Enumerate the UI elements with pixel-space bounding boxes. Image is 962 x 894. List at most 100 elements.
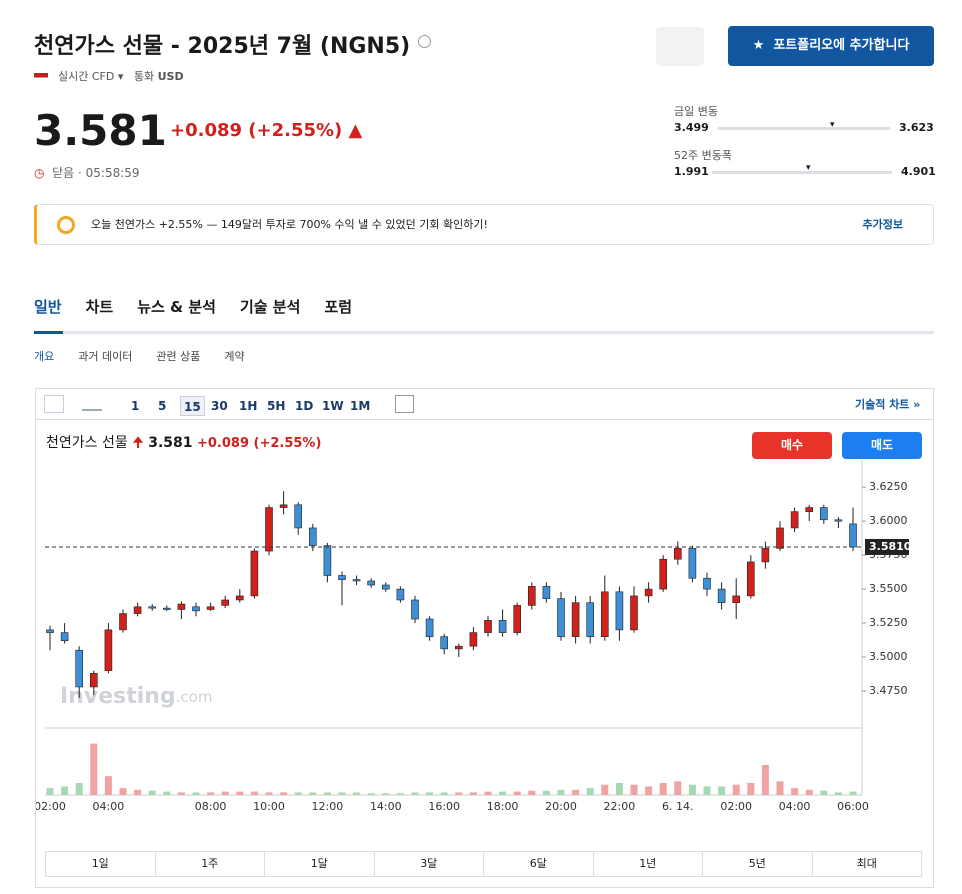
last-price-box — [865, 538, 909, 555]
volume-bar — [601, 784, 609, 795]
candle-body — [425, 618, 434, 637]
add-portfolio-label: 포트폴리오에 추가합니다 — [773, 38, 910, 53]
interval[interactable]: 30 — [211, 399, 228, 413]
period[interactable]: 5년 — [703, 852, 813, 876]
candle-body — [236, 595, 244, 601]
promo-banner[interactable]: 오늘 천연가스 +2.55% — 149달러 투자로 700% 수익 낼 수 있… — [34, 204, 934, 245]
tab[interactable]: 기술 분석 — [239, 298, 301, 316]
x-tick-label: 04:00 — [779, 800, 811, 813]
interval[interactable]: 5H — [267, 399, 286, 413]
x-tick-label: 22:00 — [604, 800, 636, 813]
interval[interactable]: 1D — [295, 399, 314, 413]
candle-body — [600, 591, 609, 637]
interval[interactable]: 1M — [350, 399, 371, 413]
volume-bar — [761, 765, 769, 795]
tab[interactable]: 뉴스 & 분석 — [137, 298, 216, 316]
last-price-label: 3.5810 — [869, 540, 912, 553]
chart: Investing.com 3.4750 3.5000 3.5250 3.5500 3.… — [36, 460, 912, 813]
subtabs: 개요 과거 데이터 관련 상품 계약 — [34, 348, 245, 364]
tab[interactable]: 차트 — [85, 298, 114, 316]
banner-link[interactable]: 추가정보 — [862, 218, 903, 231]
watermark: Investing.com — [60, 684, 212, 709]
alert-button[interactable] — [656, 27, 704, 66]
period[interactable]: 1년 — [594, 852, 703, 876]
subtab[interactable]: 계약 — [224, 350, 245, 363]
y-tick-label: 3.5000 — [869, 650, 908, 663]
period[interactable]: 1주 — [156, 852, 265, 876]
period[interactable]: 3달 — [375, 852, 484, 876]
candle-body — [834, 519, 843, 522]
interval[interactable]: 15 — [180, 396, 205, 416]
sell-button[interactable]: 매도 — [842, 432, 922, 459]
area-icon[interactable] — [82, 397, 102, 411]
x-tick-label: 02:00 — [720, 800, 752, 813]
range-low: 1.991 — [674, 165, 709, 178]
subtab[interactable]: 개요 — [34, 350, 55, 363]
buy-button[interactable]: 매수 — [752, 432, 832, 459]
candle-body — [630, 595, 638, 631]
layout-icon[interactable] — [395, 395, 414, 413]
price: 3.581 — [34, 106, 167, 155]
candle-body — [265, 507, 273, 552]
x-tick-label: 14:00 — [370, 800, 402, 813]
y-tick-label: 3.5250 — [869, 616, 908, 629]
y-tick-label: 3.6250 — [869, 480, 908, 493]
candle-body — [542, 586, 551, 599]
volume-bar — [177, 792, 185, 795]
chart-legend: 천연가스 선물 🠉 3.581 +0.089 (+2.55%) — [46, 435, 322, 451]
candle-body — [805, 507, 814, 512]
volume-bar — [718, 786, 726, 795]
x-tick-label: 16:00 — [428, 800, 460, 813]
technical-link[interactable]: 기술적 차트 » — [855, 398, 921, 411]
interval[interactable]: 1H — [239, 399, 258, 413]
legend-name: 천연가스 선물 — [46, 435, 128, 451]
volume-bar — [75, 783, 83, 795]
period[interactable]: 1일 — [46, 852, 156, 876]
interval[interactable]: 5 — [158, 399, 167, 413]
candle-body — [659, 558, 668, 590]
candle-body — [250, 550, 259, 597]
subtab[interactable]: 관련 상품 — [156, 350, 201, 363]
range-high: 4.901 — [901, 165, 936, 178]
interval[interactable]: 1 — [131, 399, 140, 413]
candle-body — [527, 586, 536, 606]
candle-body — [206, 606, 215, 610]
range-marker: ▾ — [806, 163, 811, 173]
candle-body — [673, 548, 682, 560]
candle-body — [104, 629, 113, 671]
candle-body — [133, 606, 142, 614]
candle-body — [615, 591, 624, 631]
info-icon[interactable] — [418, 35, 431, 48]
volume-bar — [688, 784, 696, 795]
add-portfolio[interactable]: ★ 포트폴리오에 추가합니다 — [728, 26, 934, 66]
y-tick-label: 3.5500 — [869, 582, 908, 595]
volume-bar — [353, 792, 361, 795]
x-tick-label: 10:00 — [253, 800, 285, 813]
volume-bar — [396, 793, 404, 795]
candle-icon[interactable] — [44, 395, 64, 413]
period[interactable]: 6달 — [484, 852, 594, 876]
subtab[interactable]: 과거 데이터 — [78, 350, 133, 363]
candle-body — [586, 602, 595, 637]
chart-toolbar — [35, 388, 934, 420]
watermark-brand: Investing — [60, 684, 176, 709]
volume-bar — [849, 791, 857, 795]
banner-text: 오늘 천연가스 +2.55% — 149달러 투자로 700% 수익 낼 수 있… — [91, 218, 488, 231]
volume-bar — [148, 790, 156, 795]
period[interactable]: 1달 — [265, 852, 375, 876]
x-tick-label: 20:00 — [545, 800, 577, 813]
volume-bar — [455, 792, 463, 795]
tab[interactable]: 포럼 — [324, 298, 352, 316]
candle-body — [396, 588, 405, 601]
watermark-suffix: .com — [176, 688, 213, 706]
candle-body — [148, 606, 156, 609]
x-tick-label: 12:00 — [312, 800, 344, 813]
legend-change: +0.089 (+2.55%) — [196, 436, 322, 451]
period[interactable]: 최대 — [856, 857, 877, 870]
interval[interactable]: 1W — [322, 399, 344, 413]
volume-bar — [645, 786, 653, 795]
tab[interactable]: 일반 — [34, 298, 62, 316]
volume-bar — [134, 789, 142, 795]
volume-bar — [484, 791, 492, 795]
x-tick-label: 04:00 — [93, 800, 125, 813]
